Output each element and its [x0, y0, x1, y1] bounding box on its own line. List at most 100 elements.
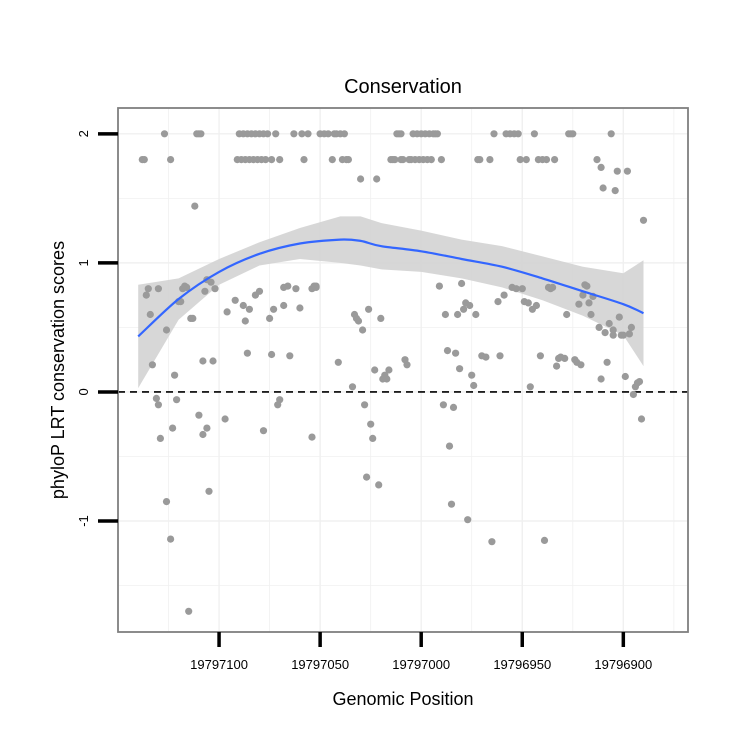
y-tick-label: 0: [76, 388, 91, 395]
data-point: [583, 282, 591, 290]
data-point: [427, 156, 435, 164]
data-point: [569, 130, 577, 138]
x-tick-label: 19796900: [594, 657, 652, 672]
smooth-fit-line: [137, 238, 644, 338]
data-point: [205, 487, 213, 495]
grid-lines: [118, 108, 688, 632]
chart-title: Conservation: [344, 76, 462, 98]
data-point: [607, 130, 615, 138]
data-point: [304, 130, 312, 138]
data-point: [264, 130, 272, 138]
data-point: [441, 310, 449, 319]
data-point: [482, 353, 490, 361]
y-tick-label: -1: [76, 515, 91, 527]
data-point: [160, 130, 169, 138]
data-point: [391, 156, 399, 164]
data-point: [637, 415, 646, 423]
data-point: [635, 378, 644, 386]
data-point: [435, 282, 443, 290]
data-point: [601, 329, 609, 337]
x-tick-label: 19797000: [392, 657, 450, 672]
data-point: [268, 350, 276, 359]
data-point: [148, 361, 156, 369]
data-point: [540, 536, 549, 545]
data-point: [361, 401, 369, 409]
data-point: [266, 314, 274, 322]
x-tick-label: 19796950: [493, 657, 551, 672]
data-point: [542, 156, 551, 164]
data-point: [199, 357, 207, 365]
data-point: [625, 330, 634, 338]
data-point: [298, 130, 306, 138]
data-point: [587, 310, 595, 319]
data-point: [280, 301, 288, 310]
data-point: [399, 156, 407, 164]
data-point: [223, 308, 231, 316]
data-point: [195, 411, 203, 419]
data-point: [312, 283, 320, 291]
data-point: [458, 279, 466, 288]
data-point: [597, 375, 605, 383]
data-point: [348, 383, 357, 391]
data-point: [551, 156, 559, 164]
data-point: [154, 401, 162, 409]
data-point: [437, 156, 445, 164]
data-point: [500, 291, 508, 299]
data-point: [334, 358, 342, 366]
plot-panel: [118, 108, 688, 632]
data-point: [371, 366, 379, 374]
confidence-ribbon: [138, 216, 644, 389]
data-point: [449, 403, 458, 411]
data-point: [639, 216, 648, 224]
data-point: [609, 331, 617, 339]
data-point: [512, 285, 520, 293]
data-point: [296, 304, 304, 312]
data-point: [470, 381, 478, 390]
data-point: [397, 130, 405, 138]
y-tick-label: 2: [76, 130, 91, 137]
y-axis: 2 1 0 -1: [76, 130, 118, 527]
data-point: [308, 433, 316, 441]
data-point: [443, 347, 452, 355]
data-point: [466, 301, 474, 310]
data-point: [609, 326, 617, 334]
data-point: [585, 299, 593, 307]
data-point: [284, 282, 292, 290]
data-point: [357, 175, 365, 183]
data-point: [524, 299, 532, 307]
data-point: [563, 310, 571, 319]
data-point: [171, 371, 179, 379]
data-point: [514, 130, 522, 138]
data-point: [203, 424, 211, 432]
data-point: [526, 383, 534, 391]
data-point: [403, 361, 411, 369]
data-point: [340, 130, 348, 138]
data-point: [286, 352, 294, 360]
data-point: [445, 442, 454, 450]
data-point: [140, 156, 148, 164]
data-point: [245, 305, 253, 313]
data-point: [532, 301, 541, 310]
data-point: [472, 310, 480, 319]
data-point: [454, 310, 462, 319]
data-point: [561, 354, 569, 362]
data-point: [239, 301, 247, 310]
data-point: [460, 305, 468, 313]
y-axis-label: phyloP LRT conservation scores: [48, 241, 68, 499]
data-point: [385, 366, 393, 374]
data-point: [603, 358, 611, 366]
data-point: [464, 516, 472, 524]
data-point: [623, 167, 632, 175]
data-point: [476, 156, 484, 164]
data-point: [377, 314, 385, 322]
data-point: [365, 305, 373, 313]
smooth-line-layer: [137, 238, 644, 338]
data-point: [549, 283, 557, 291]
data-point: [629, 390, 638, 399]
data-point: [328, 156, 336, 164]
x-tick-label: 19797100: [190, 657, 248, 672]
data-point: [243, 349, 251, 357]
data-point: [494, 298, 502, 306]
data-point: [553, 362, 561, 370]
data-point: [575, 300, 583, 308]
